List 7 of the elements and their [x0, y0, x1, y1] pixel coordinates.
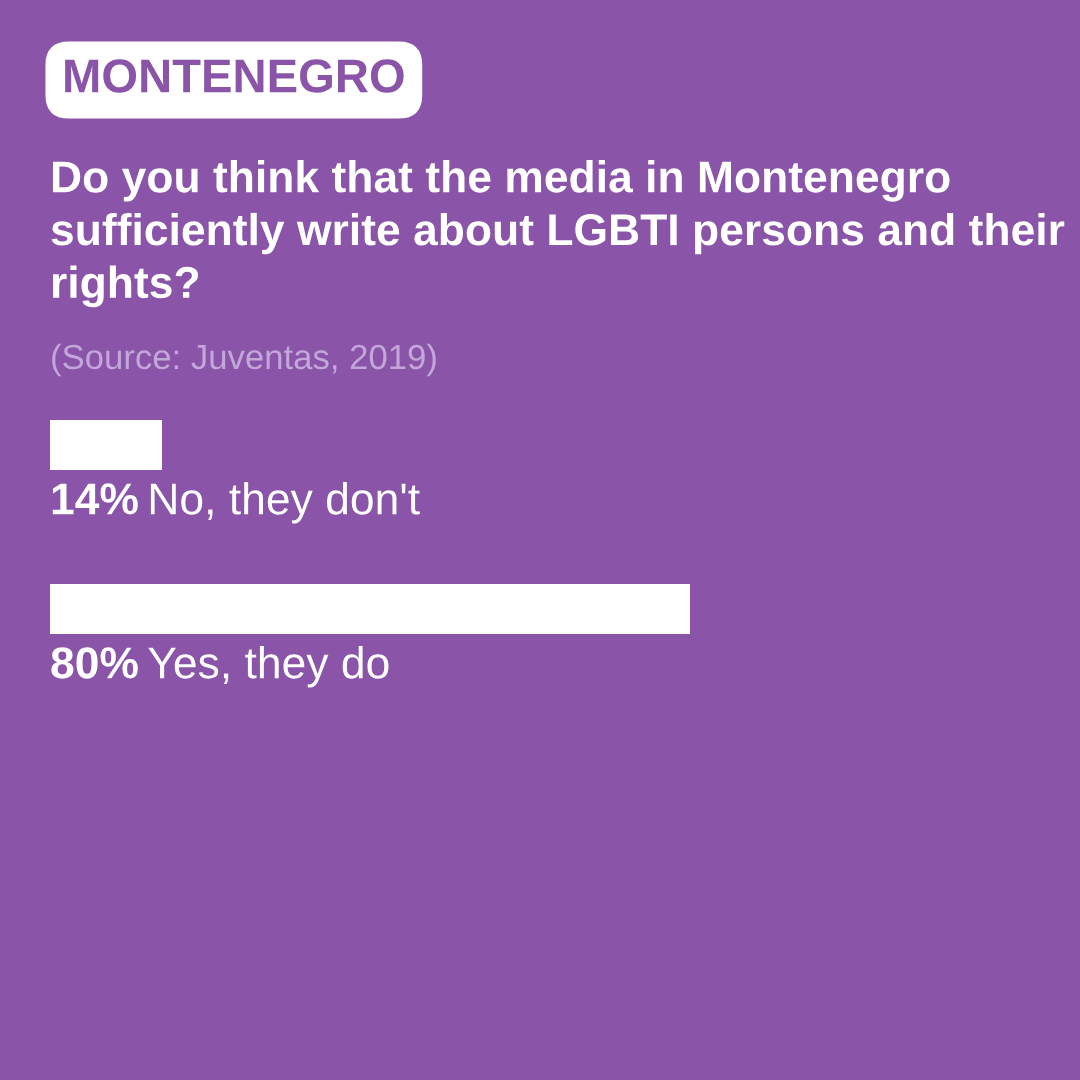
data-label: 80% [51, 647, 138, 679]
chart-subtitle: Do you think that the media in Montenegro sufficiently write about LGBTI persons and their rights? [51, 160, 1065, 308]
y-tick-label: No, they don't [150, 482, 420, 524]
y-tick-label: Yes, they do [148, 646, 389, 688]
text: (Source: Juventas, 2019) [52, 343, 436, 377]
data-label: 14% [52, 483, 138, 515]
chart-title: MONTENEGRO [65, 59, 404, 93]
